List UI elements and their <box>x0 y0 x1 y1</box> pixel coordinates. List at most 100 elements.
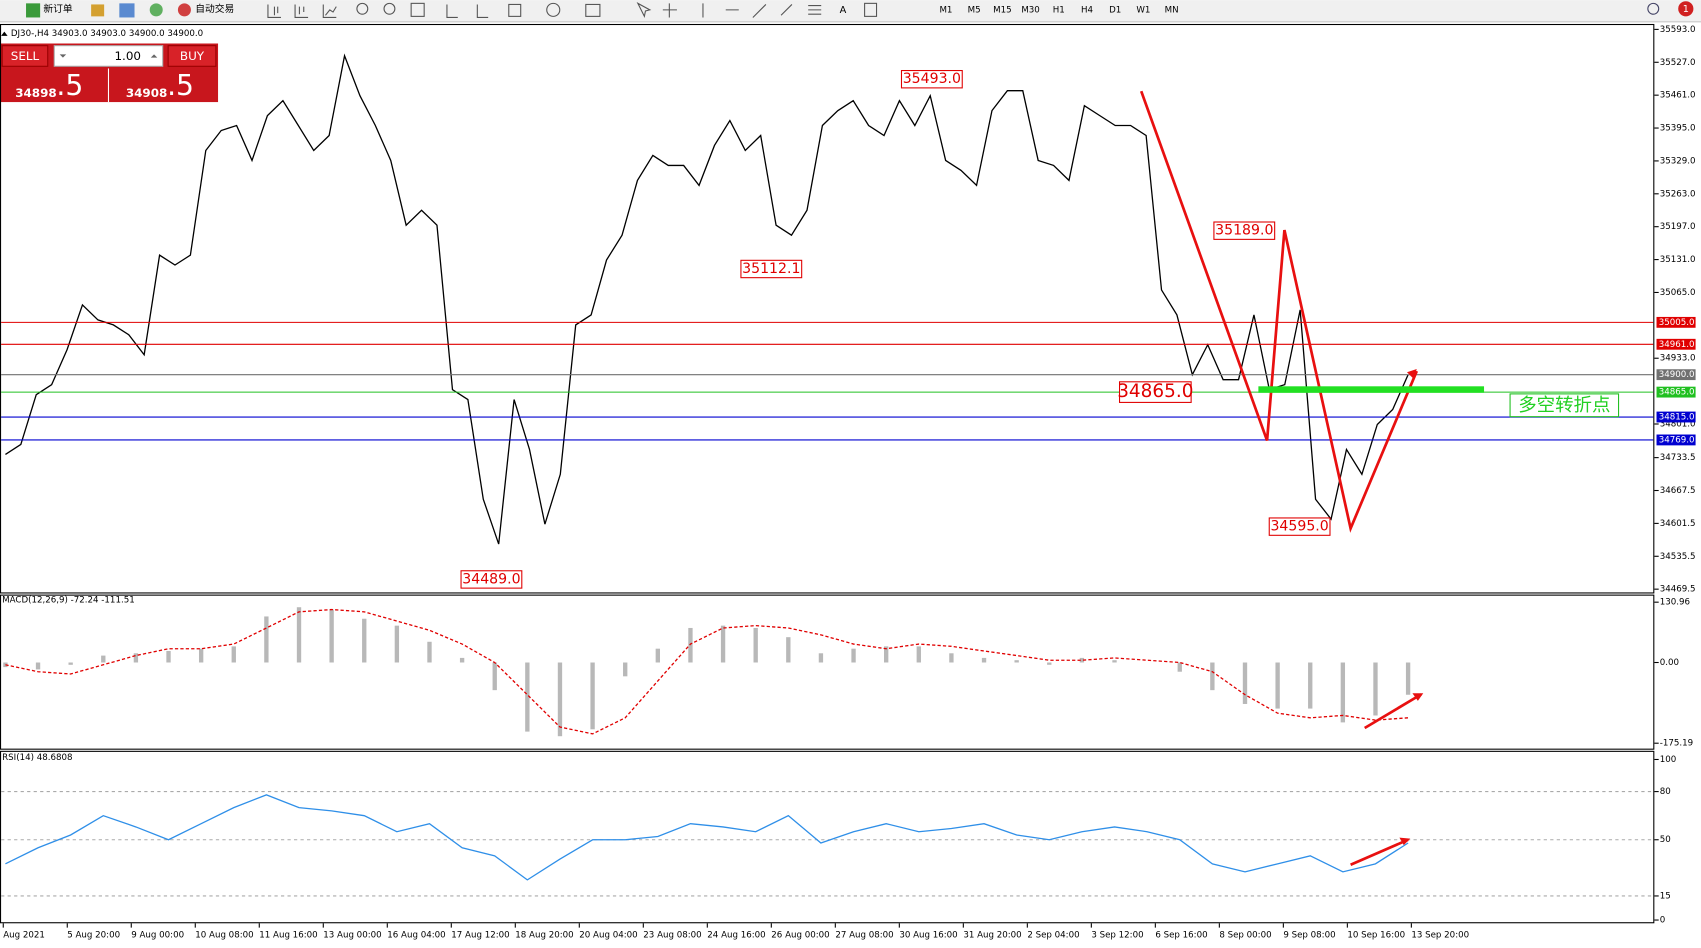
macd-bar <box>1210 662 1215 691</box>
macd-bar <box>1308 662 1313 709</box>
macd-bar <box>557 662 563 737</box>
x-tick-label: 10 Aug 08:00 <box>195 931 253 941</box>
macd-bar <box>1373 662 1378 716</box>
macd-bar <box>264 616 269 663</box>
level-tag <box>1656 338 1696 350</box>
macd-bar <box>981 657 987 663</box>
label-tool[interactable] <box>864 2 878 17</box>
timeframe-button[interactable]: MN <box>1165 5 1179 15</box>
note-box <box>1509 393 1620 418</box>
buy-label[interactable]: BUY <box>180 49 205 63</box>
timeframe-button[interactable]: W1 <box>1136 5 1150 15</box>
macd-arrow <box>1364 693 1422 730</box>
y-tick-label: 80 <box>1660 787 1671 797</box>
y-tick-label: 35527.0 <box>1660 58 1696 68</box>
tool-icon[interactable] <box>91 4 105 17</box>
x-tick-label: 8 Sep 00:00 <box>1219 931 1271 941</box>
timeframe-button[interactable]: M5 <box>968 5 981 15</box>
y-tick-label: 35461.0 <box>1660 91 1696 101</box>
macd-bar <box>1242 662 1248 704</box>
macd-bar <box>1112 660 1117 663</box>
x-tick-label: 9 Aug 00:00 <box>131 931 184 941</box>
macd-arrow-head <box>1412 693 1424 701</box>
macd-bar <box>329 609 334 663</box>
y-tick-label: 35131.0 <box>1660 255 1696 265</box>
text-tool[interactable]: A <box>840 5 847 16</box>
rsi-arrow-head <box>1399 837 1411 846</box>
x-tick-label: 6 Sep 16:00 <box>1155 931 1207 941</box>
x-tick-label: 2 Sep 04:00 <box>1027 931 1079 941</box>
macd-bar <box>459 657 465 663</box>
price-annotation-box <box>1213 221 1276 240</box>
timeframe-button[interactable]: D1 <box>1109 5 1121 15</box>
timeframe-button[interactable]: M15 <box>993 5 1011 15</box>
price-annotation: 35493.0 <box>903 71 961 87</box>
lots-input[interactable] <box>53 45 164 67</box>
rsi-arrow <box>1350 838 1409 866</box>
sell-label[interactable]: SELL <box>11 49 40 63</box>
indicator-title: RSI(14) 48.6808 <box>2 753 72 763</box>
macd-bar <box>884 646 889 663</box>
y-tick-label: 50 <box>1660 835 1671 845</box>
x-tick-label: 18 Aug 20:00 <box>515 931 573 941</box>
lots-value[interactable]: 1.00 <box>114 49 141 63</box>
macd-bar <box>231 646 236 663</box>
macd-bar <box>394 625 400 663</box>
price-annotation-box <box>460 570 523 589</box>
x-tick-label: 13 Sep 20:00 <box>1411 931 1469 941</box>
price-annotation: 34865.0 <box>1117 381 1193 402</box>
timeframe-button[interactable]: H4 <box>1081 5 1094 15</box>
level-label: 35005.0 <box>1659 318 1695 328</box>
macd-bar <box>35 662 41 670</box>
timeframe-button[interactable]: H1 <box>1053 5 1065 15</box>
macd-bar <box>720 625 726 663</box>
search[interactable] <box>1647 2 1660 15</box>
x-tick-label: 11 Aug 16:00 <box>259 931 317 941</box>
level-tag <box>1656 316 1696 328</box>
timeframe-button[interactable]: M1 <box>939 5 952 15</box>
y-tick-label: 100 <box>1660 755 1677 765</box>
macd-bar <box>68 662 73 665</box>
macd-bar <box>623 662 628 677</box>
macd-bar <box>786 637 791 663</box>
y-tick-label: 34801.0 <box>1660 419 1696 429</box>
macd-bar <box>1340 662 1346 723</box>
buy-button[interactable] <box>167 45 217 67</box>
arrow-head <box>1407 368 1417 379</box>
note: 多空转折点 <box>1518 395 1610 416</box>
x-tick-label: 17 Aug 12:00 <box>451 931 509 941</box>
price-annotation-box <box>900 69 963 89</box>
macd-bar <box>198 648 204 663</box>
sell-price: 34898 <box>15 86 56 100</box>
macd-bar <box>427 641 432 663</box>
macd-bar <box>1079 657 1085 663</box>
new-order-button[interactable]: 新订单 <box>43 2 72 15</box>
macd-bar <box>818 653 824 663</box>
tool-icon[interactable] <box>119 3 135 18</box>
macd-bar <box>753 627 758 663</box>
price-annotation-box <box>1118 381 1192 403</box>
x-tick-label: 10 Sep 16:00 <box>1347 931 1405 941</box>
sell-button[interactable] <box>1 45 49 67</box>
level-label: 34961.0 <box>1659 340 1695 350</box>
sell-price-frac: .5 <box>56 69 83 102</box>
level-label: 34815.0 <box>1659 413 1695 423</box>
timeframe-button[interactable]: M30 <box>1021 5 1039 15</box>
y-tick-label: 35263.0 <box>1660 189 1696 199</box>
level-tag <box>1656 434 1696 446</box>
buy-price: 34908 <box>126 86 167 100</box>
y-tick-label: 34469.5 <box>1660 585 1696 595</box>
y-tick-label: 34933.0 <box>1660 354 1696 364</box>
y-tick-label: 34535.5 <box>1660 552 1696 562</box>
collapse-icon <box>1 31 8 36</box>
x-tick-label: 23 Aug 08:00 <box>643 931 701 941</box>
chart-tools[interactable] <box>267 2 822 19</box>
new-order-icon[interactable] <box>26 3 41 18</box>
tool-icon[interactable] <box>149 3 163 17</box>
turning-bar <box>1258 386 1485 393</box>
alert-badge[interactable] <box>1678 1 1694 17</box>
macd-bar <box>296 607 302 663</box>
autotrade-button[interactable]: 自动交易 <box>195 2 234 15</box>
autotrade-icon[interactable] <box>177 3 191 17</box>
